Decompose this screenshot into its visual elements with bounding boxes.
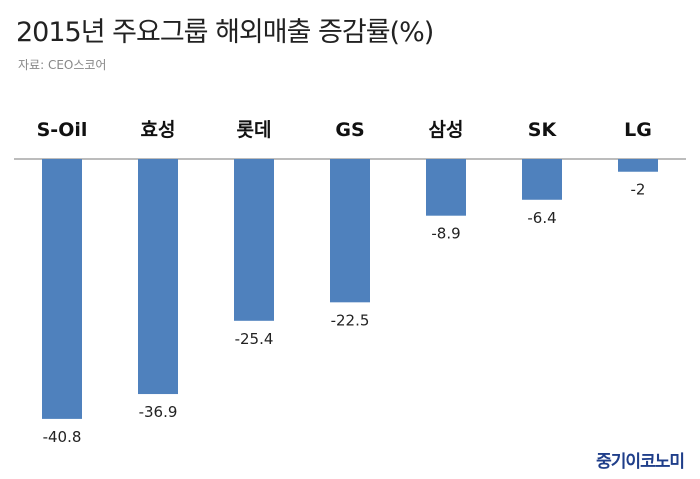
category-label: SK xyxy=(528,119,558,141)
value-label: -2 xyxy=(631,181,646,199)
bar-5 xyxy=(522,159,562,200)
category-label: 삼성 xyxy=(429,119,464,141)
category-label: GS xyxy=(335,119,364,141)
bar-0 xyxy=(42,159,82,419)
value-label: -36.9 xyxy=(139,403,178,421)
value-label: -22.5 xyxy=(331,311,370,329)
source-note: 자료: CEO스코어 xyxy=(18,58,107,72)
category-label: 롯데 xyxy=(237,119,272,141)
chart-title: 2015년 주요그룹 해외매출 증감률(%) xyxy=(16,17,434,48)
category-label: LG xyxy=(624,119,652,141)
value-label: -25.4 xyxy=(235,330,274,348)
bar-1 xyxy=(138,159,178,395)
publisher-watermark: 중기이코노미 xyxy=(596,452,685,472)
category-label: 효성 xyxy=(141,119,176,141)
value-label: -6.4 xyxy=(527,209,556,227)
bar-4 xyxy=(426,159,466,216)
value-label: -40.8 xyxy=(43,428,82,446)
value-label: -8.9 xyxy=(431,225,460,243)
bar-3 xyxy=(330,159,370,303)
bar-2 xyxy=(234,159,274,321)
category-label: S-Oil xyxy=(37,119,88,141)
bar-6 xyxy=(618,159,658,172)
